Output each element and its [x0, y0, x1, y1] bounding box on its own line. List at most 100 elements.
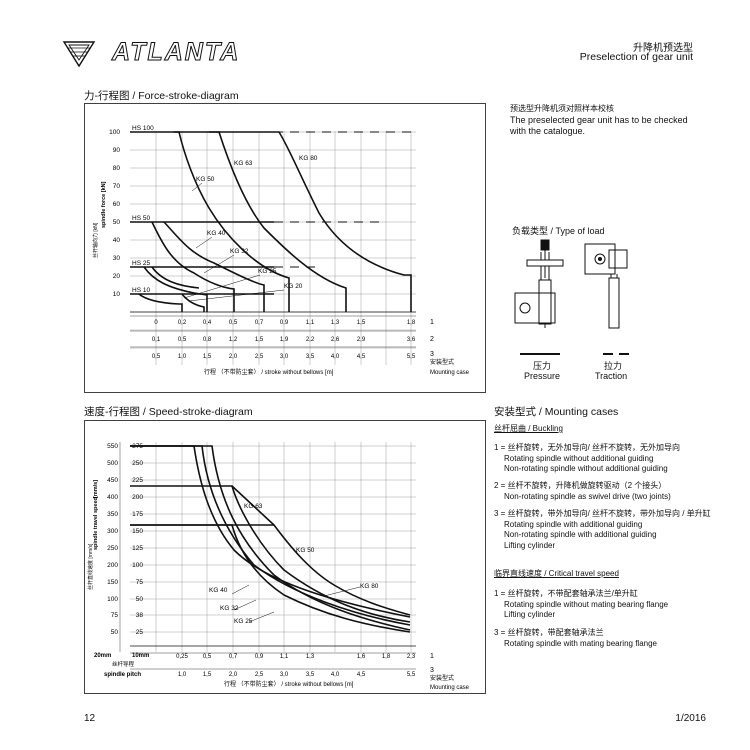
traction-label-en: Traction	[595, 371, 628, 381]
mounting-cases-title: 安装型式 / Mounting cases	[494, 406, 619, 418]
y-tick: 150	[132, 528, 143, 535]
kg-label: KG 50	[296, 547, 315, 554]
row-number: 3	[430, 351, 434, 358]
speed-y-label-en: spindle travel speed	[93, 497, 99, 550]
y-tick: 200	[132, 494, 143, 501]
buckling-case-1-en: Non-rotating spindle without additional …	[504, 464, 668, 473]
x-tick: 0,8	[203, 337, 212, 343]
kg-label: KG 25	[258, 268, 277, 275]
traction-unit-icon	[584, 243, 628, 329]
hs-label: HS 100	[132, 125, 154, 132]
buckling-case-2-cn: 2 = 丝杆不旋转，升降机做旋转驱动（2 个接头）	[494, 481, 667, 490]
x-tick: 1,1	[306, 320, 315, 326]
load-type-title: 负载类型 / Type of load	[512, 226, 605, 236]
x-tick: 0,5	[229, 320, 238, 326]
force-hs-labels: HS 100 HS 50 HS 25 HS 10	[132, 125, 154, 294]
y-tick: 350	[107, 511, 118, 518]
kg-label: KG 80	[299, 155, 318, 162]
x-tick: 0,4	[203, 320, 212, 326]
y-tick: 25	[136, 629, 144, 636]
speed-y-ticks-20: 550 500 450 400 350 300 250 200 150 100 …	[107, 443, 118, 636]
x-tick: 1,5	[357, 320, 366, 326]
y-tick: 100	[109, 129, 120, 136]
y-tick: 150	[107, 579, 118, 586]
speed-mounting-en: Mounting case	[430, 685, 470, 691]
kg-label: KG 20	[284, 283, 303, 290]
force-y-label-en: spindle force [kN]	[101, 181, 107, 228]
speed-stroke-diagram: 550 500 450 400 350 300 250 200 150 100 …	[84, 420, 486, 694]
y-tick: 60	[113, 201, 121, 208]
x-tick: 3,5	[306, 354, 315, 360]
y-tick: 90	[113, 147, 121, 154]
pitch-10: 10mm	[132, 653, 149, 659]
header-title-cn: 升降机预选型	[633, 43, 693, 54]
x-tick: 4,0	[331, 672, 340, 678]
speed-pointer-lines	[231, 584, 361, 623]
critical-case-1: 1 = 丝杆旋转，不带配套轴承法兰/单升缸 Rotating spindle w…	[494, 589, 734, 621]
pressure-unit-icon	[514, 239, 564, 328]
buckling-case-3-en: Lifting cylinder	[504, 540, 556, 550]
critical-speed-title: 临界直线速度 / Critical travel speed	[494, 569, 619, 578]
x-tick: 1,1	[280, 654, 289, 660]
hs-label: HS 10	[132, 287, 150, 294]
critical-case-3: 3 = 丝杆旋转，带配套轴承法兰 Rotating spindle with m…	[494, 628, 734, 649]
x-tick: 4,0	[331, 354, 340, 360]
kg-label: KG 32	[220, 605, 239, 612]
force-mounting-cn: 安装型式	[430, 358, 454, 366]
x-tick: 0,9	[280, 320, 289, 326]
critical-case-1-en: Rotating spindle without mating bearing …	[504, 599, 669, 609]
footer-date: 1/2016	[675, 713, 706, 724]
force-stroke-diagram: 100 90 80 70 60 50 40 30 20 10 丝杆轴向力 [kN…	[84, 103, 486, 393]
y-tick: 200	[107, 562, 118, 569]
kg-label: KG 25	[234, 618, 253, 625]
force-diagram-title: 力-行程图 / Force-stroke-diagram	[84, 90, 239, 102]
x-tick: 2,5	[255, 354, 264, 360]
x-tick: 1,3	[331, 320, 340, 326]
y-tick: 500	[107, 460, 118, 467]
x-tick: 0,5	[178, 337, 187, 343]
pressure-label-cn: 压力	[533, 361, 552, 371]
buckling-case-1-en: Rotating spindle without additional guid…	[504, 453, 654, 463]
x-tick: 1,8	[407, 320, 416, 326]
force-mounting-en: Mounting case	[430, 370, 470, 376]
x-tick: 0	[154, 320, 158, 326]
speed-x-label: 行程 （不带防尘套） / stroke without bellows [m]	[224, 680, 354, 688]
speed-x-rows: 0,25 0,5 0,7 0,9 1,1 1,3 1,6 1,8 2,3 1,0…	[176, 654, 416, 678]
x-tick: 2,5	[255, 672, 264, 678]
hs-label: HS 25	[132, 260, 150, 267]
force-x-label: 行程 （不带防尘套） / stroke without bellows [m]	[204, 368, 334, 376]
x-tick: 0,1	[152, 337, 161, 343]
y-tick: 50	[111, 629, 119, 636]
buckling-case-3: 3 = 丝杆旋转，带外加导向/ 丝杆不旋转，带外加导向 / 单升缸 Rotati…	[494, 509, 734, 551]
x-tick: 3,0	[280, 354, 289, 360]
y-tick: 30	[113, 255, 121, 262]
note-cn: 预选型升降机须对照样本校核	[510, 104, 614, 113]
force-grid	[130, 131, 416, 365]
force-row-numbers: 1 2 3	[430, 319, 434, 358]
kg-label: KG 63	[244, 503, 263, 510]
speed-diagram-title: 速度-行程图 / Speed-stroke-diagram	[84, 406, 253, 418]
pitch-en: spindle pitch	[104, 672, 141, 678]
buckling-case-3-en: Non-rotating spindle with additional gui…	[504, 530, 657, 539]
y-tick: 10	[113, 291, 121, 298]
critical-case-1-cn: 1 = 丝杆旋转，不带配套轴承法兰/单升缸	[494, 589, 638, 598]
y-tick: 20	[113, 273, 121, 280]
x-tick: 0,2	[178, 320, 187, 326]
brand-logo: ATLANTA	[111, 38, 241, 67]
y-tick: 75	[136, 579, 144, 586]
x-tick: 4,5	[357, 354, 366, 360]
y-tick: 550	[107, 443, 118, 450]
x-tick: 0,5	[203, 654, 212, 660]
force-y-ticks: 100 90 80 70 60 50 40 30 20 10	[109, 129, 120, 298]
critical-case-1-en: Lifting cylinder	[504, 610, 556, 619]
x-tick: 3,5	[306, 672, 315, 678]
buckling-title: 丝杆屈曲 / Buckling	[494, 424, 563, 433]
y-tick: 100	[132, 562, 143, 569]
page-number: 12	[84, 713, 96, 724]
force-hs-lines	[130, 131, 274, 295]
force-kg-labels: KG 80 KG 63 KG 50 KG 40 KG 32 KG 25 KG 2…	[196, 155, 318, 290]
y-tick: 450	[107, 477, 118, 484]
x-tick: 0,9	[255, 654, 264, 660]
x-tick: 3,6	[407, 337, 416, 343]
y-tick: 75	[111, 612, 119, 619]
